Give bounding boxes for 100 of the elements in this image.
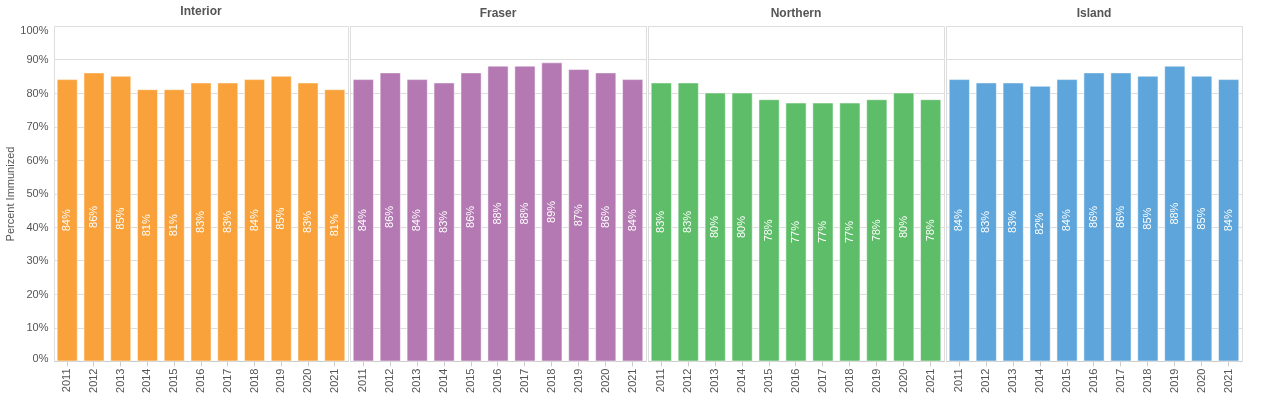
x-tick-label: 2012 [681, 368, 694, 393]
x-tick-label: 2018 [544, 368, 557, 393]
bar [190, 82, 212, 362]
data-label: 84% [60, 209, 73, 232]
y-tick-label: 80% [26, 86, 49, 99]
x-tick-label: 2013 [1006, 368, 1019, 393]
data-label: 86% [464, 205, 477, 228]
x-tick-label: 2020 [896, 368, 909, 393]
x-tick-label: 2016 [789, 368, 801, 393]
x-tick-label: 2021 [923, 368, 936, 393]
data-label: 85% [1194, 207, 1207, 230]
x-tick-label: 2016 [491, 368, 503, 393]
data-label: 83% [220, 210, 233, 233]
data-label: 84% [356, 209, 369, 232]
data-label: 86% [598, 205, 611, 228]
bar [677, 82, 699, 362]
x-tick-label: 2016 [194, 368, 206, 393]
x-tick-label: 2017 [517, 368, 530, 393]
x-tick-label: 2019 [571, 368, 584, 393]
y-tick-label: 70% [26, 120, 49, 132]
x-tick-label: 2013 [113, 368, 126, 393]
bar [785, 102, 807, 362]
bar [110, 76, 132, 362]
x-tick-label: 2011 [60, 368, 73, 393]
data-label: 89% [544, 200, 557, 223]
y-tick-label: 0% [32, 351, 49, 364]
data-label: 78% [923, 219, 936, 242]
bar [812, 102, 834, 362]
data-label: 80% [735, 215, 748, 239]
data-label: 83% [979, 210, 992, 233]
y-tick-label: 90% [26, 53, 49, 65]
y-tick-label: 60% [26, 153, 49, 166]
x-tick-label: 2018 [1140, 368, 1153, 393]
bar [758, 99, 780, 362]
x-tick-label: 2021 [625, 368, 638, 393]
x-tick-label: 2014 [437, 368, 450, 393]
bar [866, 99, 888, 362]
x-tick-label: 2014 [735, 368, 748, 393]
data-label: 84% [1221, 209, 1234, 232]
data-label: 77% [815, 220, 828, 244]
data-label: 77% [842, 220, 855, 244]
data-label: 85% [1140, 207, 1153, 230]
x-tick-label: 2019 [869, 368, 882, 393]
x-tick-label: 2020 [598, 368, 611, 393]
data-label: 83% [437, 210, 450, 233]
bar [217, 82, 239, 362]
data-label: 84% [625, 209, 638, 232]
chart-title: Interior [180, 4, 222, 18]
x-tick-label: 2021 [1221, 368, 1234, 393]
bar [893, 92, 915, 362]
bar [270, 76, 292, 362]
x-tick-label: 2015 [762, 368, 775, 393]
x-tick-label: 2015 [1060, 368, 1073, 393]
data-label: 86% [1087, 205, 1099, 228]
x-tick-label: 2013 [708, 368, 721, 393]
bar [297, 82, 319, 362]
data-label: 81% [327, 214, 340, 237]
x-tick-label: 2017 [815, 368, 828, 393]
data-label: 83% [301, 210, 314, 233]
x-tick-label: 2018 [842, 368, 855, 393]
data-label: 85% [113, 207, 126, 230]
x-tick-label: 2021 [327, 368, 340, 393]
data-label: 81% [140, 214, 153, 237]
x-tick-label: 2011 [654, 368, 667, 393]
data-label: 86% [86, 205, 99, 228]
x-tick-label: 2015 [464, 368, 477, 393]
y-tick-label: 100% [20, 23, 49, 36]
bar [324, 89, 346, 362]
bar [56, 79, 78, 362]
x-tick-label: 2020 [1194, 368, 1207, 393]
data-label: 88% [517, 202, 530, 225]
bar [163, 89, 185, 362]
data-label: 84% [410, 209, 423, 232]
data-label: 78% [762, 219, 775, 242]
y-tick-label: 20% [26, 287, 49, 300]
bar [137, 89, 158, 362]
x-tick-label: 2013 [410, 368, 423, 393]
x-tick-label: 2017 [220, 368, 233, 393]
bar [920, 99, 942, 362]
x-tick-label: 2011 [356, 368, 369, 393]
data-label: 88% [491, 202, 503, 225]
data-label: 88% [1167, 202, 1180, 225]
y-tick-label: 30% [26, 254, 49, 266]
data-label: 87% [571, 204, 584, 227]
data-label: 84% [1060, 209, 1073, 232]
x-tick-label: 2012 [383, 368, 396, 393]
bar [244, 79, 265, 362]
x-tick-label: 2020 [301, 368, 314, 393]
data-label: 83% [194, 210, 206, 233]
x-tick-label: 2012 [86, 368, 99, 393]
y-tick-label: 50% [26, 187, 49, 199]
x-tick-label: 2017 [1113, 368, 1126, 393]
data-label: 84% [247, 209, 260, 232]
data-label: 83% [681, 210, 694, 233]
x-tick-label: 2014 [140, 368, 153, 393]
x-tick-label: 2012 [979, 368, 992, 393]
x-tick-label: 2019 [274, 368, 287, 393]
bar [839, 102, 861, 362]
data-label: 86% [1113, 205, 1126, 228]
data-label: 84% [952, 209, 965, 232]
